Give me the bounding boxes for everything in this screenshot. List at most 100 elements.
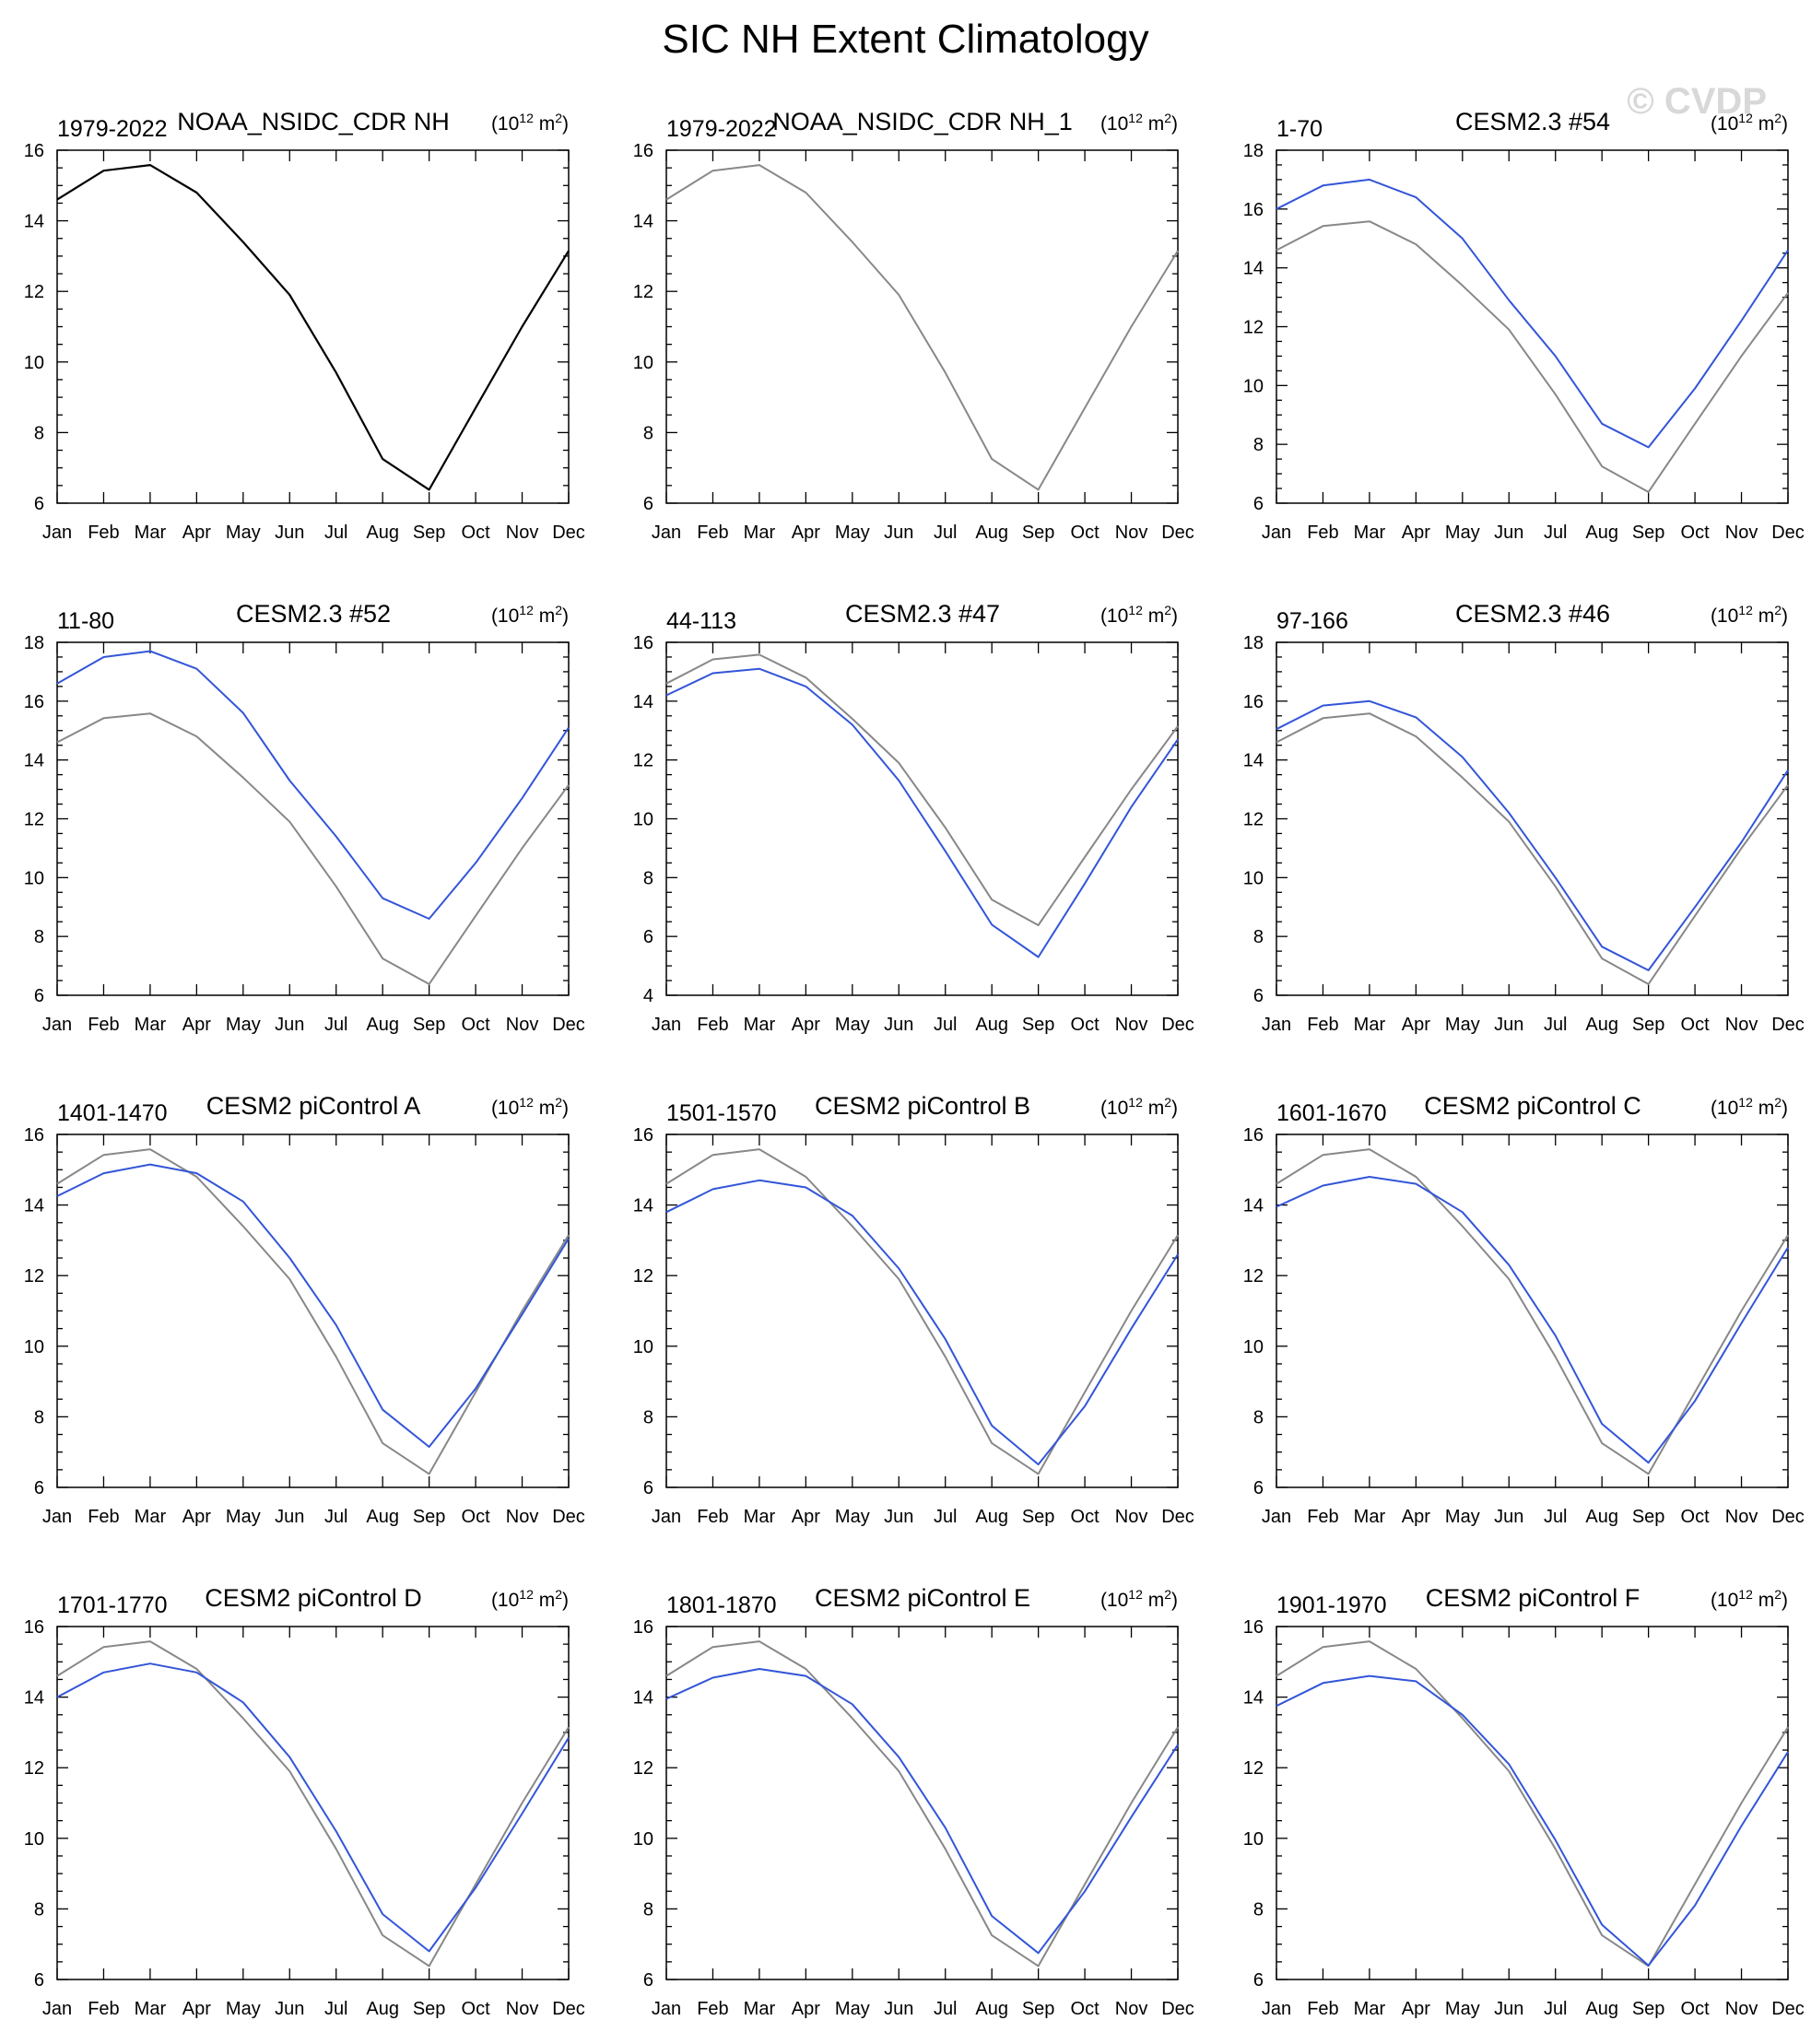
- x-tick-label: Mar: [1354, 523, 1386, 543]
- x-tick-label: Aug: [975, 1015, 1008, 1035]
- plot-frame: [1276, 149, 1789, 504]
- x-tick-label: Apr: [1402, 1507, 1430, 1527]
- units-label: (1012 m2): [491, 1095, 569, 1119]
- x-tick-label: Nov: [1725, 1507, 1758, 1527]
- y-tick-label: 6: [1253, 1970, 1264, 1991]
- y-tick-label: 16: [1243, 1617, 1264, 1638]
- y-tick-label: 12: [1243, 1266, 1264, 1286]
- x-tick-label: Apr: [182, 1999, 211, 2019]
- x-tick-label: Jul: [1544, 1999, 1568, 2019]
- x-tick-label: Dec: [552, 1015, 585, 1035]
- y-tick-label: 8: [1253, 1407, 1264, 1427]
- x-tick-label: May: [835, 1999, 870, 2019]
- x-tick-label: Feb: [1307, 1999, 1338, 2019]
- x-tick-label: Mar: [135, 1015, 167, 1035]
- y-tick-label: 10: [24, 1829, 44, 1850]
- plot-frame: [56, 1134, 570, 1488]
- x-tick-label: Feb: [88, 1999, 119, 2019]
- y-tick-label: 14: [24, 751, 44, 771]
- period-label: 44-113: [666, 608, 736, 634]
- series-line-obs: [665, 1148, 1179, 1475]
- x-tick-label: Sep: [1632, 1507, 1665, 1527]
- x-tick-label: May: [835, 523, 870, 543]
- x-tick-label: Oct: [462, 1507, 491, 1527]
- x-tick-label: Oct: [462, 1999, 491, 2019]
- x-tick-label: Jun: [1494, 1015, 1523, 1035]
- x-tick-label: Jan: [652, 1015, 681, 1035]
- units-label: (1012 m2): [1711, 1095, 1788, 1119]
- x-tick-label: Jun: [1494, 523, 1523, 543]
- series-line-model: [665, 1179, 1179, 1466]
- x-tick-label: Apr: [792, 1507, 820, 1527]
- y-tick-label: 14: [1243, 1196, 1264, 1216]
- x-tick-label: Aug: [975, 523, 1008, 543]
- y-tick-label: 16: [1243, 1125, 1264, 1145]
- x-tick-label: Mar: [744, 523, 776, 543]
- x-tick-label: Oct: [1071, 1015, 1100, 1035]
- y-tick-label: 6: [34, 986, 44, 1006]
- y-tick-label: 6: [643, 494, 653, 514]
- x-tick-label: Feb: [88, 1015, 119, 1035]
- units-label: (1012 m2): [1711, 603, 1788, 627]
- y-tick-label: 6: [34, 494, 44, 514]
- x-tick-label: Sep: [1022, 1507, 1055, 1527]
- x-tick-label: May: [835, 1507, 870, 1527]
- x-tick-label: Aug: [366, 1015, 399, 1035]
- x-tick-label: Dec: [1771, 1999, 1805, 2019]
- series-line-obs: [1276, 220, 1789, 493]
- x-tick-label: Apr: [792, 1015, 820, 1035]
- x-tick-label: Jan: [42, 523, 72, 543]
- panel-title: CESM2 piControl C: [1424, 1092, 1641, 1120]
- y-tick-label: 6: [34, 1970, 44, 1991]
- chart-panel-6: 97-166 CESM2.3 #46 (1012 m2) 6 8 10 12 14 16 18 Ja…: [1243, 600, 1805, 1035]
- period-label: 1901-1970: [1276, 1592, 1387, 1618]
- series-line-model: [1276, 699, 1789, 971]
- series-line-obs: [1276, 1148, 1789, 1475]
- y-tick-label: 6: [1253, 986, 1264, 1006]
- x-tick-label: Sep: [1022, 1999, 1055, 2019]
- page-title: SIC NH Extent Climatology: [662, 17, 1149, 62]
- plot-frame: [56, 149, 570, 504]
- series-line-obs: [665, 1640, 1179, 1968]
- x-tick-label: Dec: [1161, 1999, 1194, 2019]
- x-tick-label: Nov: [1725, 1015, 1758, 1035]
- panel-title: NOAA_NSIDC_CDR NH: [177, 108, 450, 135]
- y-tick-label: 14: [1243, 751, 1264, 771]
- x-tick-label: Dec: [552, 1507, 585, 1527]
- panel-title: CESM2.3 #52: [236, 600, 391, 628]
- x-tick-label: Oct: [462, 1015, 491, 1035]
- x-tick-label: Oct: [1071, 1999, 1100, 2019]
- series-line-obs: [56, 1640, 570, 1968]
- x-tick-label: Mar: [135, 1507, 167, 1527]
- x-tick-label: Apr: [182, 523, 211, 543]
- x-tick-label: Aug: [1585, 1015, 1618, 1035]
- y-tick-label: 14: [24, 1196, 44, 1216]
- x-tick-label: Jan: [1262, 523, 1291, 543]
- x-tick-label: Feb: [697, 1999, 728, 2019]
- x-tick-label: Dec: [552, 1999, 585, 2019]
- y-tick-label: 10: [633, 1337, 653, 1357]
- y-tick-label: 8: [34, 1899, 44, 1920]
- x-tick-label: Dec: [1771, 1507, 1805, 1527]
- panel-title: CESM2 piControl A: [206, 1092, 421, 1120]
- plot-frame: [665, 1134, 1179, 1488]
- y-tick-label: 6: [643, 1478, 653, 1498]
- plot-frame: [1276, 1134, 1789, 1488]
- y-tick-label: 8: [34, 927, 44, 947]
- x-tick-label: Jan: [652, 1999, 681, 2019]
- x-tick-label: Sep: [413, 1015, 446, 1035]
- y-tick-label: 14: [633, 1196, 653, 1216]
- y-tick-label: 8: [1253, 1899, 1264, 1920]
- series-line-reference: [56, 164, 570, 491]
- x-tick-label: Dec: [1161, 1015, 1194, 1035]
- y-tick-label: 12: [24, 1266, 44, 1286]
- x-tick-label: Feb: [88, 1507, 119, 1527]
- y-tick-label: 14: [1243, 1688, 1264, 1709]
- chart-panel-8: 1501-1570 CESM2 piControl B (1012 m2) 6 8 10 1…: [633, 1092, 1194, 1527]
- series-line-obs: [56, 712, 570, 985]
- panel-title: CESM2 piControl B: [815, 1092, 1030, 1120]
- x-tick-label: Jul: [934, 1999, 958, 2019]
- chart-panel-7: 1401-1470 CESM2 piControl A (1012 m2) 6 8 10 1…: [24, 1092, 585, 1527]
- y-tick-label: 12: [1243, 318, 1264, 338]
